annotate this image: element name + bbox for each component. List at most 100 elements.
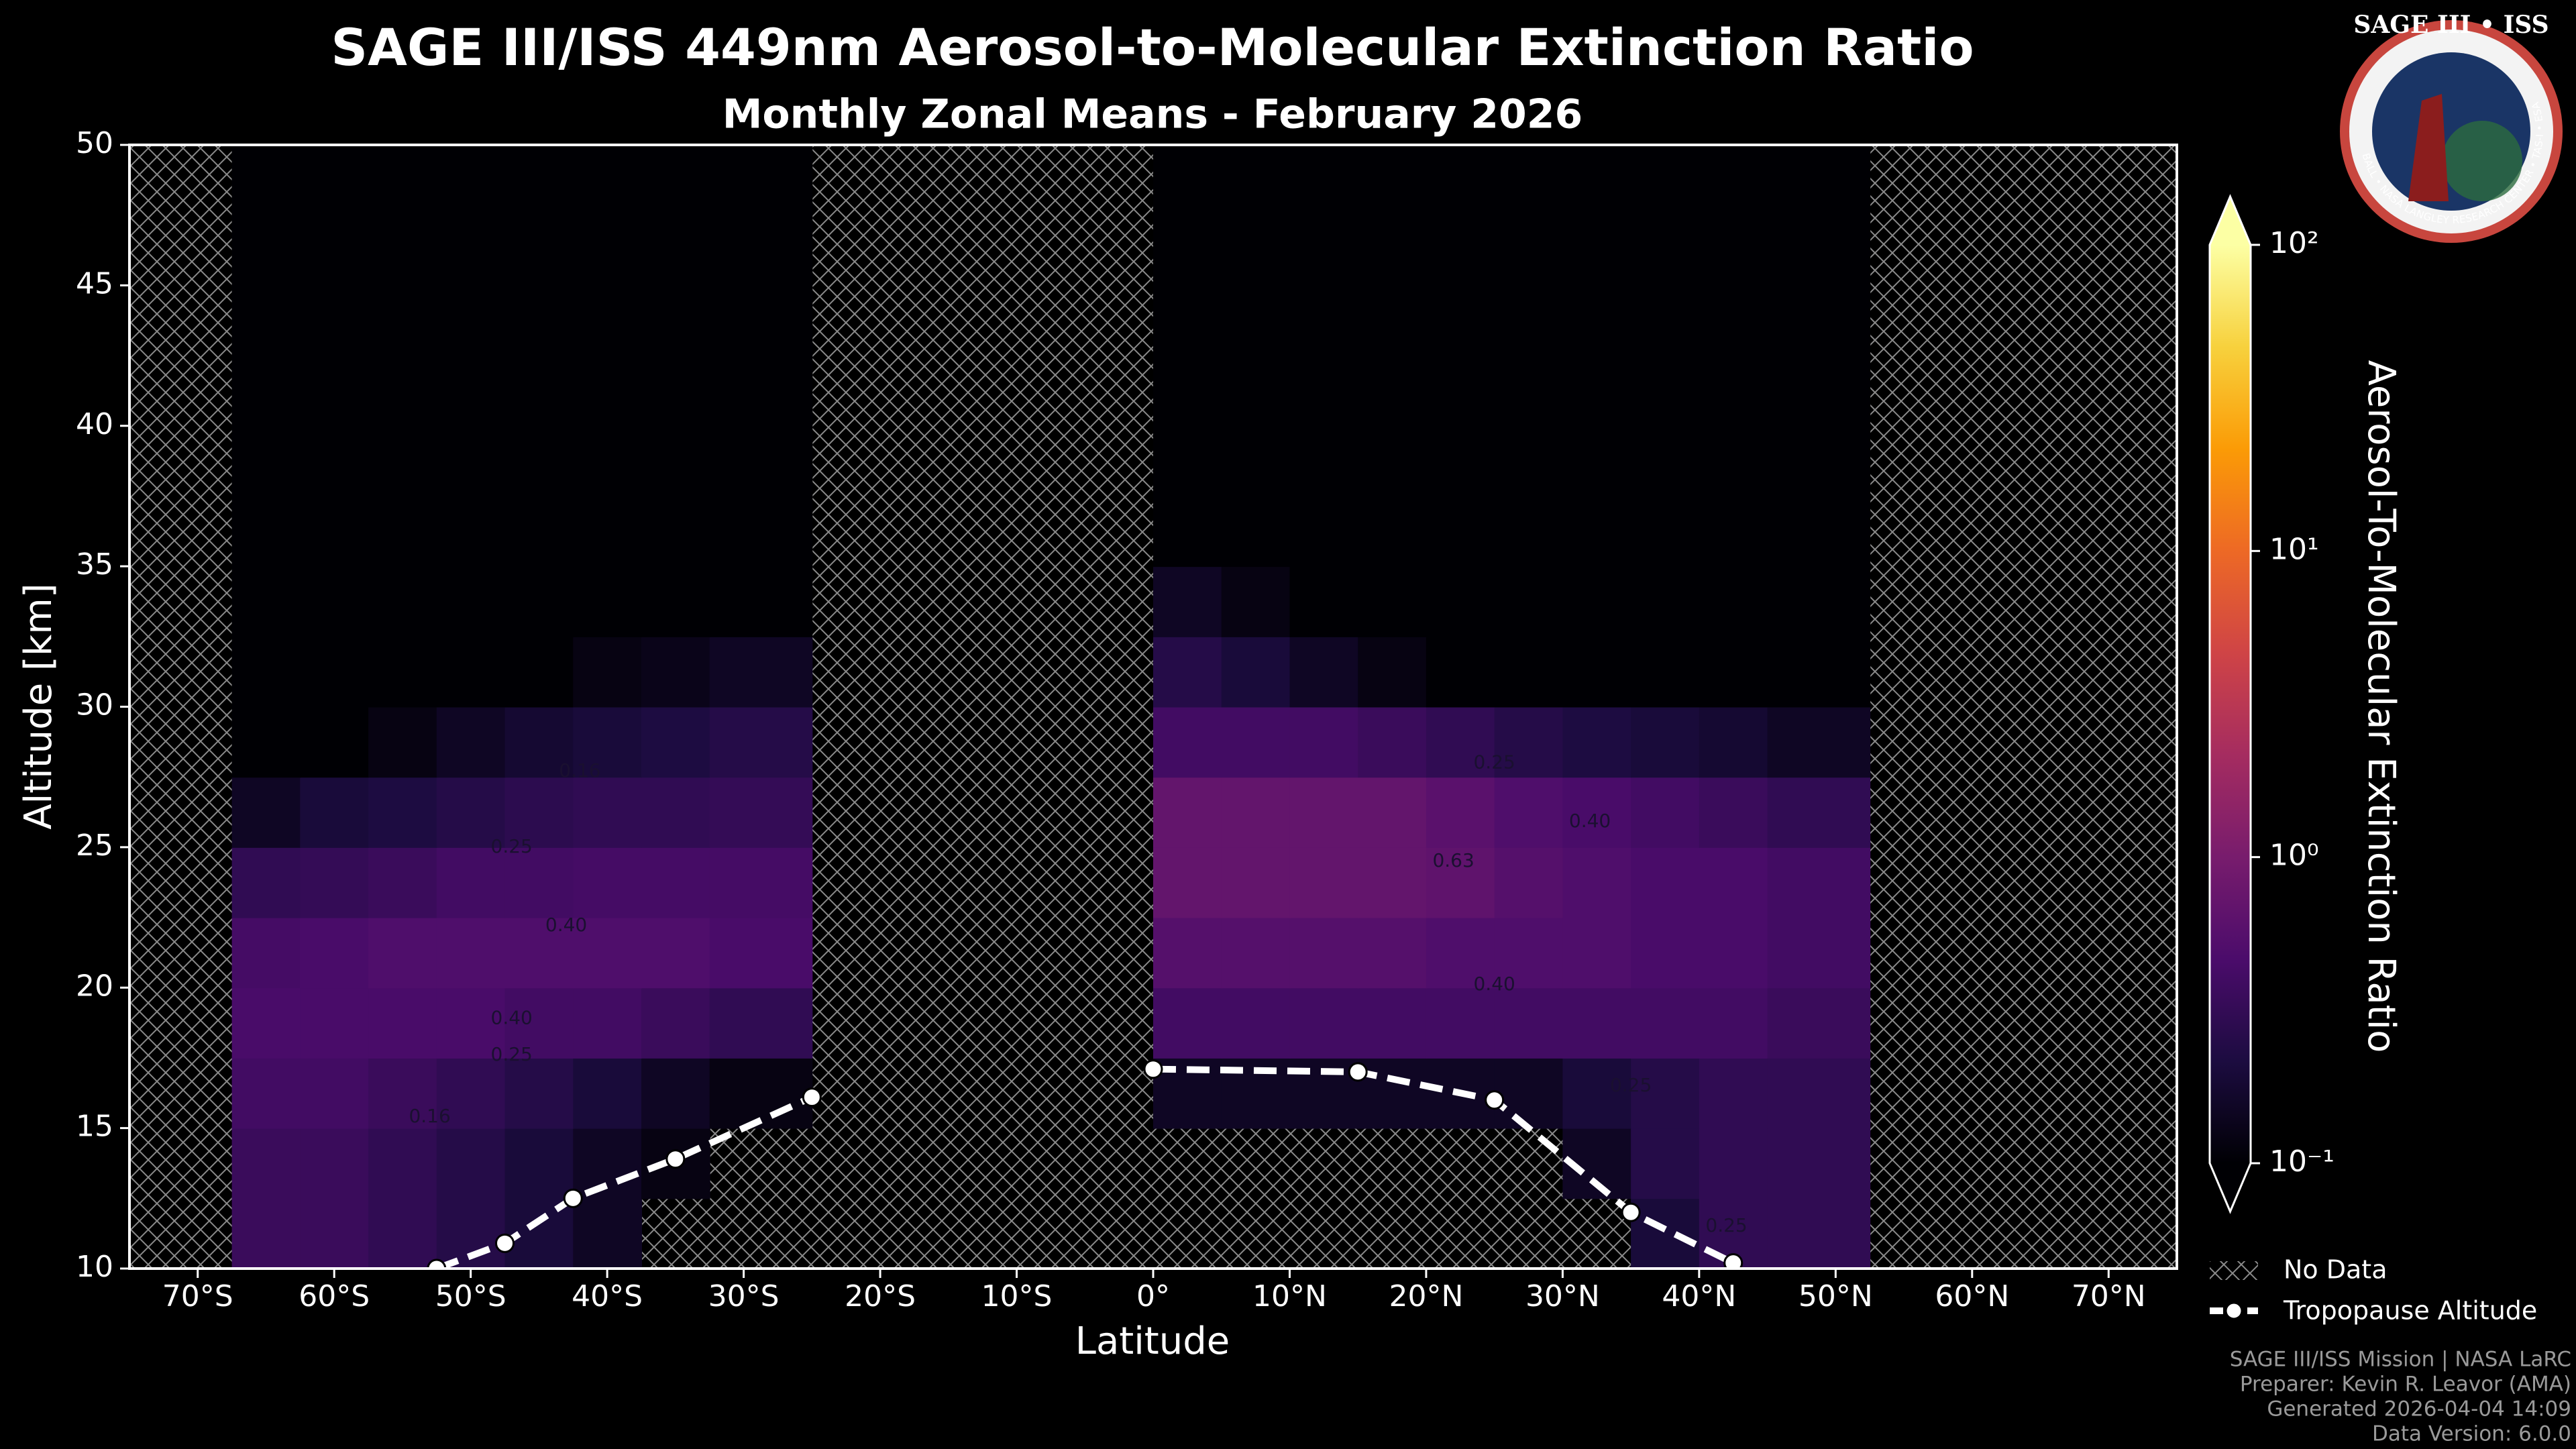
heatmap-cell (709, 636, 813, 708)
heatmap-cell (1426, 987, 1495, 1059)
y-tick-label: 35 (76, 547, 113, 582)
heatmap-cell (504, 706, 574, 778)
heatmap-cell (368, 145, 437, 568)
heatmap-cell (573, 566, 642, 637)
heatmap-cell (231, 636, 301, 708)
heatmap-cell (1494, 777, 1564, 848)
heatmap-cell (368, 987, 437, 1059)
heatmap-cell (1153, 847, 1222, 918)
y-tick-label: 30 (76, 688, 113, 722)
heatmap-cell (368, 566, 437, 637)
heatmap-cell (1289, 636, 1359, 708)
heatmap-cell (300, 987, 370, 1059)
heatmap-cell (231, 847, 301, 918)
heatmap-cell (1358, 1057, 1427, 1129)
legend-label: Tropopause Altitude (2283, 1296, 2537, 1326)
heatmap-cell (1358, 917, 1427, 989)
footer-line: Data Version: 6.0.0 (2372, 1422, 2571, 1446)
x-tick-label: 10°N (1252, 1279, 1327, 1313)
heatmap-cell (1289, 706, 1359, 778)
heatmap-cell (1767, 1198, 1871, 1269)
heatmap-cell (436, 145, 506, 568)
heatmap-cell (368, 706, 437, 778)
legend-label: No Data (2284, 1255, 2387, 1285)
heatmap-cell (1221, 917, 1291, 989)
heatmap-cell (1221, 145, 1291, 568)
heatmap-cell (231, 145, 301, 568)
heatmap-cell (573, 917, 642, 989)
x-tick-label: 50°N (1799, 1279, 1873, 1313)
heatmap-cell (709, 1057, 813, 1129)
heatmap-cell (300, 1198, 370, 1269)
heatmap-cell (1767, 706, 1871, 778)
heatmap-cell (1494, 145, 1564, 568)
heatmap-cell (1699, 145, 1768, 568)
logo-earth (2442, 121, 2522, 201)
heatmap-cell (1221, 566, 1291, 637)
heatmap-cell (573, 777, 642, 848)
heatmap-cell (1494, 636, 1564, 708)
heatmap-cell (1699, 1057, 1768, 1129)
legend-swatch (2210, 1261, 2258, 1280)
heatmap-cell (231, 1057, 301, 1129)
heatmap-cell (504, 636, 574, 708)
x-tick-label: 60°S (299, 1279, 370, 1313)
contour-label: 0.25 (1473, 751, 1515, 773)
heatmap-cell (1153, 777, 1222, 848)
tropopause-marker (1143, 1059, 1163, 1079)
heatmap-cell (709, 987, 813, 1059)
heatmap-cell (1562, 706, 1632, 778)
contour-label: 0.40 (491, 1006, 533, 1028)
heatmap-cell (1426, 706, 1495, 778)
heatmap-cell (1699, 777, 1768, 848)
heatmap-cell (1767, 777, 1871, 848)
heatmap-cell (1562, 847, 1632, 918)
heatmap-cell (1562, 1057, 1632, 1129)
heatmap-cell (300, 777, 370, 848)
heatmap-cell (504, 917, 574, 989)
heatmap-cell (231, 706, 301, 778)
tropopause-marker (1348, 1062, 1368, 1082)
heatmap-cell (1631, 1128, 1700, 1199)
colorbar-tick-label: 10¹ (2269, 532, 2319, 566)
heatmap-cell (504, 145, 574, 568)
heatmap-cell (1562, 917, 1632, 989)
chart-title: SAGE III/ISS 449nm Aerosol-to-Molecular … (331, 17, 1974, 77)
heatmap-cell (436, 987, 506, 1059)
heatmap-cell (368, 847, 437, 918)
heatmap-cell (1358, 636, 1427, 708)
heatmap-cell (1289, 777, 1359, 848)
heatmap-cell (436, 636, 506, 708)
heatmap-cell (368, 1057, 437, 1129)
heatmap-cell (300, 566, 370, 637)
heatmap-cell (1631, 847, 1700, 918)
heatmap-cell (300, 917, 370, 989)
heatmap-cell (641, 777, 710, 848)
heatmap-cell (573, 706, 642, 778)
heatmap-cell (1426, 145, 1495, 568)
heatmap-cell (1358, 847, 1427, 918)
heatmap-cell (1562, 636, 1632, 708)
colorbar-tick-label: 10⁻¹ (2269, 1144, 2334, 1179)
tropopause-marker (495, 1233, 515, 1253)
heatmap-cell (1767, 566, 1871, 637)
heatmap-cell (231, 987, 301, 1059)
heatmap-cell (641, 987, 710, 1059)
colorbar-extend-top (2210, 197, 2251, 245)
heatmap-cell (436, 1057, 506, 1129)
heatmap-cell (573, 636, 642, 708)
contour-label: 0.16 (409, 1105, 450, 1127)
heatmap-cell (1562, 145, 1632, 568)
x-axis-label: Latitude (1075, 1320, 1230, 1363)
heatmap-cell (1767, 1057, 1871, 1129)
y-tick-label: 20 (76, 969, 113, 1003)
tropopause-marker (563, 1188, 583, 1208)
y-tick-label: 10 (76, 1250, 113, 1284)
x-tick-label: 70°S (162, 1279, 233, 1313)
x-tick-label: 10°S (981, 1279, 1053, 1313)
footer-line: Generated 2026-04-04 14:09 (2267, 1397, 2571, 1421)
heatmap-cell (1494, 987, 1564, 1059)
heatmap-cell (1153, 636, 1222, 708)
heatmap-cell (1494, 917, 1564, 989)
heatmap-cell (1631, 917, 1700, 989)
